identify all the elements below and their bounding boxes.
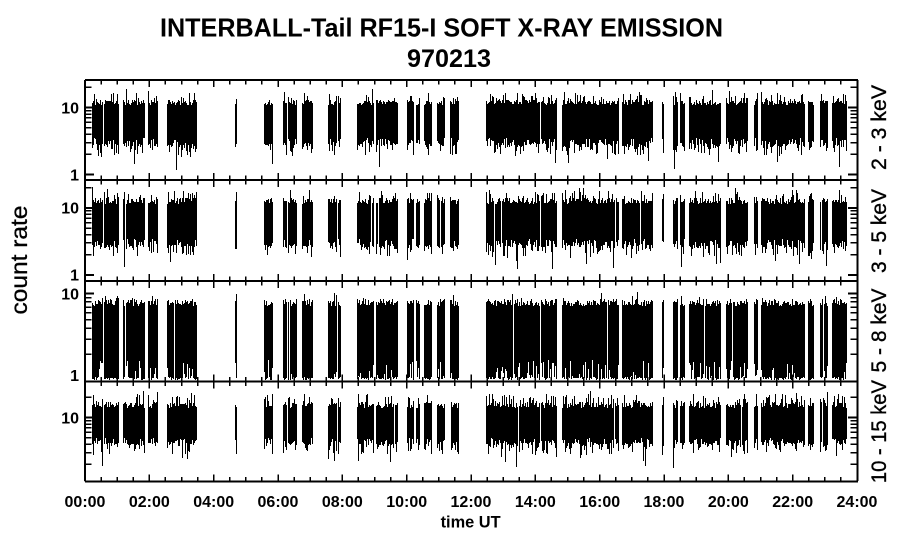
- svg-text:time UT: time UT: [441, 513, 502, 532]
- svg-text:10: 10: [61, 410, 79, 427]
- svg-text:02:00: 02:00: [129, 494, 170, 511]
- svg-text:count rate: count rate: [6, 206, 32, 315]
- svg-text:1: 1: [70, 368, 79, 385]
- svg-text:1: 1: [70, 268, 79, 285]
- svg-text:10: 10: [61, 100, 79, 117]
- svg-text:3 - 5 keV: 3 - 5 keV: [868, 189, 891, 273]
- svg-text:10 - 15 keV: 10 - 15 keV: [868, 380, 891, 483]
- svg-text:22:00: 22:00: [772, 494, 813, 511]
- svg-text:1: 1: [70, 167, 79, 184]
- svg-text:INTERBALL-Tail RF15-I SOFT X-R: INTERBALL-Tail RF15-I SOFT X-RAY EMISSIO…: [160, 13, 723, 43]
- svg-text:14:00: 14:00: [515, 494, 556, 511]
- svg-text:10: 10: [61, 286, 79, 303]
- svg-text:20:00: 20:00: [708, 494, 749, 511]
- svg-text:970213: 970213: [407, 45, 491, 73]
- svg-text:5 - 8 keV: 5 - 8 keV: [868, 289, 891, 373]
- svg-text:04:00: 04:00: [193, 494, 234, 511]
- svg-text:06:00: 06:00: [258, 494, 299, 511]
- svg-text:10: 10: [61, 201, 79, 218]
- svg-text:10:00: 10:00: [386, 494, 427, 511]
- svg-text:2 - 3 keV: 2 - 3 keV: [868, 85, 891, 170]
- svg-text:12:00: 12:00: [451, 494, 492, 511]
- svg-text:24:00: 24:00: [837, 494, 878, 511]
- svg-text:16:00: 16:00: [579, 494, 620, 511]
- svg-text:00:00: 00:00: [65, 494, 106, 511]
- svg-text:08:00: 08:00: [322, 494, 363, 511]
- svg-text:18:00: 18:00: [644, 494, 685, 511]
